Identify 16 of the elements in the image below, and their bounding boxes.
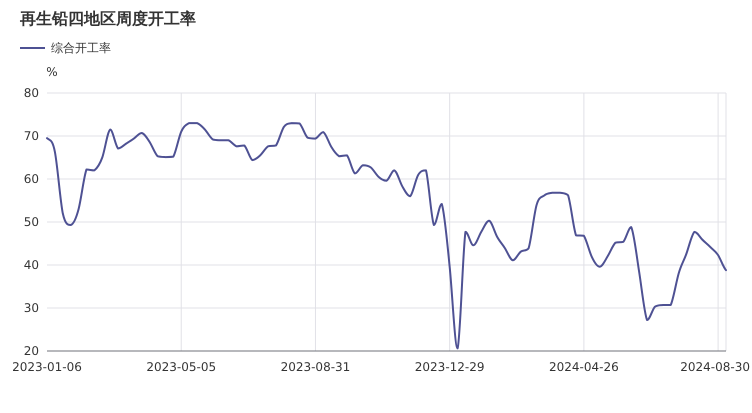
x-tick-label: 2023-05-05 (146, 360, 216, 374)
x-tick-label: 2024-08-30 (680, 360, 750, 374)
y-tick-label: 30 (24, 301, 39, 315)
y-tick-label: 70 (24, 129, 39, 143)
x-tick-label: 2024-04-26 (549, 360, 619, 374)
chart-title: 再生铅四地区周度开工率 (19, 9, 196, 28)
y-tick-label: 40 (24, 258, 39, 272)
x-tick-label: 2023-12-29 (414, 360, 485, 374)
y-tick-label: 80 (24, 86, 39, 100)
y-axis-title: % (46, 65, 58, 79)
y-tick-label: 60 (24, 172, 39, 186)
y-tick-label: 20 (24, 344, 39, 358)
x-tick-label: 2023-01-06 (12, 360, 82, 374)
legend-label: 综合开工率 (51, 41, 111, 55)
y-tick-label: 50 (24, 215, 39, 229)
x-tick-label: 2023-08-31 (280, 360, 350, 374)
